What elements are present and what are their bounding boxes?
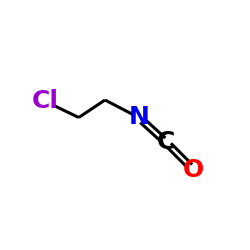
Text: O: O — [183, 158, 204, 182]
Text: N: N — [128, 106, 149, 130]
Text: Cl: Cl — [32, 89, 58, 113]
Text: C: C — [157, 130, 176, 154]
